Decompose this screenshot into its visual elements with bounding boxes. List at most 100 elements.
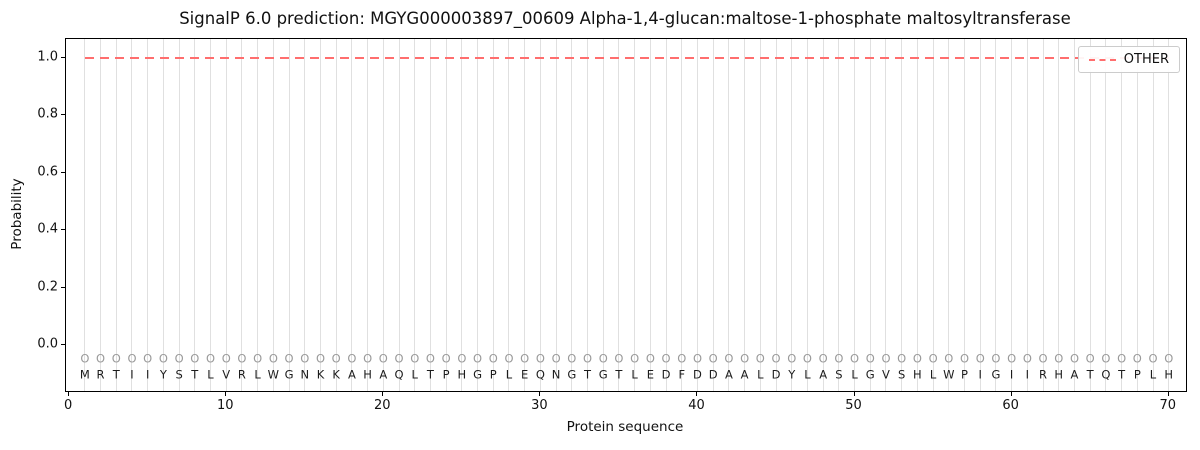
residue-marker: O	[582, 351, 593, 366]
sequence-letter: L	[207, 367, 214, 382]
gridline	[775, 39, 777, 391]
residue-marker: O	[928, 351, 938, 366]
gridline	[1058, 39, 1060, 391]
gridline	[1026, 39, 1028, 391]
residue-marker: O	[315, 351, 325, 366]
residue-marker: O	[755, 351, 765, 366]
sequence-letter: P	[442, 367, 450, 382]
sequence-letter: I	[130, 367, 134, 382]
gridline	[508, 39, 510, 391]
y-tick-mark	[61, 344, 65, 346]
residue-marker: O	[1007, 351, 1017, 366]
gridline	[100, 39, 102, 391]
sequence-letter: Y	[788, 367, 796, 382]
residue-marker: O	[284, 351, 294, 366]
gridline	[477, 39, 479, 391]
sequence-letter: I	[145, 367, 150, 382]
gridline	[539, 39, 541, 391]
x-tick-mark	[539, 392, 541, 396]
residue-marker: O	[457, 351, 467, 366]
residue-marker: O	[504, 351, 514, 366]
sequence-letter: L	[411, 367, 418, 382]
residue-marker: O	[912, 351, 922, 366]
sequence-letter: W	[943, 367, 955, 382]
x-tick-mark	[853, 392, 855, 396]
residue-marker: O	[174, 351, 184, 366]
residue-marker: O	[425, 351, 435, 366]
sequence-letter: N	[551, 367, 561, 382]
gridline	[1073, 39, 1075, 391]
residue-marker: O	[253, 351, 263, 366]
residue-marker: O	[127, 351, 137, 366]
gridline	[838, 39, 840, 391]
residue-marker: O	[80, 351, 90, 366]
y-tick-label: 0.4	[37, 221, 58, 237]
x-tick-label: 40	[688, 398, 705, 413]
residue-marker: O	[1022, 351, 1032, 366]
residue-marker: O	[787, 351, 797, 366]
y-axis-label: Probability	[9, 178, 25, 250]
residue-marker: O	[488, 351, 498, 366]
sequence-letter: L	[1149, 367, 1157, 382]
gridline	[854, 39, 856, 391]
gridline	[885, 39, 887, 391]
sequence-letter: E	[646, 367, 654, 382]
gridline	[1011, 39, 1013, 391]
sequence-letter: G	[567, 367, 577, 382]
residue-marker: O	[802, 351, 812, 366]
sequence-letter: G	[865, 367, 875, 382]
sequence-letter: H	[457, 367, 467, 382]
gridline	[979, 39, 981, 391]
sequence-letter: L	[631, 367, 638, 382]
sequence-letter: L	[804, 367, 811, 382]
sequence-letter: R	[237, 367, 246, 382]
gridline	[1105, 39, 1107, 391]
residue-marker: O	[363, 351, 373, 366]
residue-marker: O	[724, 351, 734, 366]
sequence-letter: A	[379, 367, 388, 382]
sequence-letter: T	[1086, 367, 1094, 382]
sequence-letter: T	[191, 367, 199, 382]
gridline	[178, 39, 180, 391]
residue-marker: O	[96, 351, 106, 366]
gridline	[744, 39, 746, 391]
sequence-letter: K	[316, 367, 325, 382]
gridline	[618, 39, 620, 391]
residue-marker: O	[1054, 351, 1064, 366]
sequence-letter: M	[79, 367, 90, 382]
gridline	[429, 39, 431, 391]
gridline	[995, 39, 997, 391]
residue-marker: O	[1085, 351, 1095, 366]
gridline	[414, 39, 416, 391]
sequence-letter: R	[96, 367, 105, 382]
gridline	[555, 39, 557, 391]
other-legend-label: OTHER	[1123, 52, 1169, 67]
residue-marker: O	[645, 351, 655, 366]
residue-marker: O	[535, 351, 545, 366]
sequence-letter: H	[363, 367, 372, 382]
x-tick-mark	[1010, 392, 1012, 396]
sequence-letter: L	[757, 367, 764, 382]
sequence-letter: Y	[159, 367, 167, 382]
gridline	[288, 39, 290, 391]
gridline	[571, 39, 573, 391]
residue-marker: O	[740, 351, 750, 366]
y-tick-mark	[61, 286, 65, 288]
residue-marker: O	[143, 351, 153, 366]
gridline	[948, 39, 950, 391]
sequence-letter: D	[661, 367, 671, 382]
gridline	[901, 39, 903, 391]
y-tick-mark	[61, 171, 65, 173]
residue-marker: O	[865, 351, 875, 366]
residue-marker: O	[834, 351, 844, 366]
residue-marker: O	[692, 351, 702, 366]
gridline	[461, 39, 463, 391]
gridline	[225, 39, 227, 391]
y-tick-label: 0.8	[37, 106, 58, 122]
gridline	[84, 39, 86, 391]
gridline	[602, 39, 604, 391]
gridline	[335, 39, 337, 391]
sequence-letter: L	[254, 367, 261, 382]
chart-title: SignalP 6.0 prediction: MGYG000003897_00…	[179, 9, 1071, 28]
gridline	[964, 39, 965, 391]
